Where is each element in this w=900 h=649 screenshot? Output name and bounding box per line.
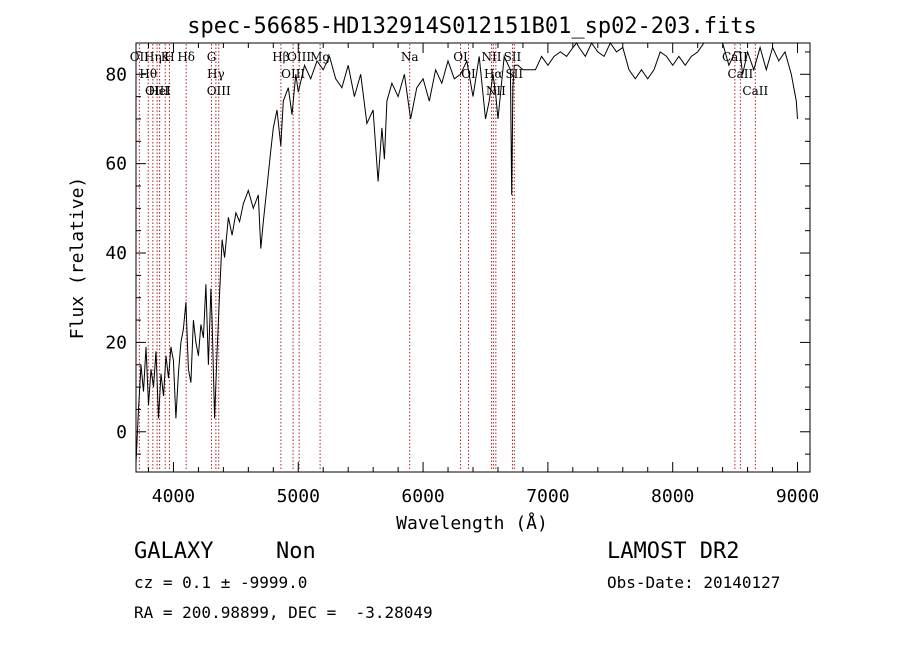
redshift-text: cz = 0.1 ± -9999.0 [134,573,308,592]
line-marker-label: OIII [287,50,311,64]
x-axis-ticks: 4000 5000 6000 7000 8000 9000 [147,43,819,507]
line-marker-label: CaII [742,84,768,98]
line-marker-label: OIII [145,84,169,98]
line-marker-label: Hη [144,50,162,64]
y-axis-ticks: 0 20 40 60 80 [105,51,810,455]
line-marker-label: Hα [484,67,503,81]
x-tick-label: 4000 [152,486,195,507]
classification-label: GALAXY [134,539,214,564]
line-marker-label: G [207,50,217,64]
x-axis-label: Wavelength (Å) [396,512,548,534]
coordinates-text: RA = 200.98899, DEC = -3.28049 [134,603,433,622]
line-marker-label: Hγ [207,67,225,81]
y-tick-label: 0 [116,422,127,443]
survey-label: LAMOST DR2 [607,539,740,564]
line-marker-label: SII [504,50,522,64]
plot-frame [135,42,811,473]
line-marker-label: OI [453,50,468,64]
x-tick-label: 6000 [401,486,444,507]
line-marker-label: Hθ [139,67,157,81]
line-marker-label: H [164,50,174,64]
y-tick-label: 40 [105,243,127,264]
y-tick-label: 20 [105,332,127,353]
line-marker-label: NII [481,50,501,64]
x-tick-label: 7000 [526,486,569,507]
x-tick-label: 5000 [277,486,320,507]
line-marker-label: Hδ [177,50,195,64]
line-marker-label: OIII [281,67,305,81]
line-marker-label: Mg [310,50,330,64]
x-tick-label: 8000 [651,486,694,507]
spectrum-series-line [135,41,798,464]
y-axis-label: Flux (relative) [67,177,88,340]
line-marker-label: CaII [727,67,753,81]
line-marker-label: OIII [207,84,231,98]
y-tick-label: 80 [105,64,127,85]
y-tick-label: 60 [105,154,127,175]
line-marker-label: Na [401,50,419,64]
obs-date-text: Obs-Date: 20140127 [607,573,781,592]
emission-line-markers [138,44,756,471]
line-marker-label: K [161,50,171,64]
x-tick-label: 9000 [776,486,819,507]
subclass-label: Non [276,539,316,564]
line-marker-label: HeI [148,84,171,98]
chart-title: spec-56685-HD132914S012151B01_sp02-203.f… [187,14,757,39]
line-marker-label: Hβ [272,50,289,64]
line-marker-label: OII [130,50,150,64]
